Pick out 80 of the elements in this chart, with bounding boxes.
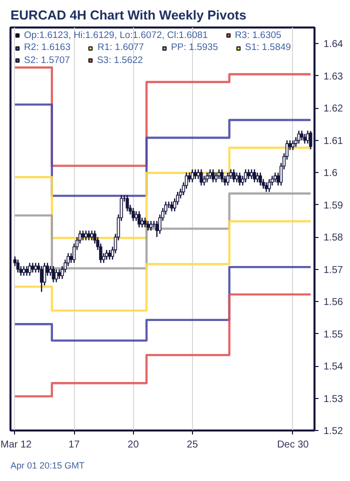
- legend-label: R1: 1.6077: [97, 42, 144, 53]
- candlestick: [105, 249, 108, 260]
- candlestick: [200, 168, 203, 186]
- candlestick: [211, 168, 215, 183]
- candlestick: [31, 262, 34, 274]
- candlestick: [300, 130, 304, 141]
- candlestick: [58, 268, 61, 280]
- candlestick: [84, 230, 88, 241]
- candlestick: [291, 140, 294, 151]
- candlestick: [252, 168, 256, 183]
- candlestick: [217, 168, 221, 180]
- legend-label: S1: 1.5849: [244, 42, 291, 53]
- candlestick: [250, 168, 254, 180]
- y-tick-label: 1.62: [324, 104, 344, 115]
- candlestick: [214, 172, 218, 183]
- candlestick: [235, 172, 238, 183]
- x-tick-label: Dec 30: [277, 440, 310, 450]
- candlestick: [149, 220, 153, 232]
- candlestick: [40, 265, 44, 292]
- y-tick-label: 1.6: [324, 168, 338, 180]
- candlestick: [232, 168, 236, 183]
- candlestick: [140, 217, 144, 228]
- candlestick: [194, 168, 197, 180]
- candlestick: [244, 168, 248, 183]
- candlestick: [52, 265, 55, 283]
- candlestick: [25, 265, 28, 276]
- candlestick: [81, 230, 85, 241]
- candlestick: [258, 172, 262, 186]
- candlestick: [16, 259, 20, 274]
- y-tick-label: 1.63: [324, 71, 344, 82]
- candlestick: [206, 172, 209, 183]
- candlestick: [28, 262, 32, 276]
- candlestick: [303, 133, 306, 144]
- candlestick: [146, 220, 150, 232]
- candlestick: [132, 207, 135, 222]
- x-tick-label: 25: [186, 440, 198, 450]
- candlestick: [246, 168, 250, 180]
- legend-label: R3: 1.6305: [234, 30, 282, 40]
- y-tick-label: 1.61: [324, 136, 344, 147]
- candlestick: [22, 265, 26, 276]
- x-tick-label: 20: [128, 440, 140, 450]
- y-tick-label: 1.55: [324, 329, 344, 340]
- y-tick-label: 1.56: [324, 297, 344, 308]
- legend-label: S2: 1.5707: [24, 54, 70, 66]
- candlestick: [90, 230, 94, 241]
- x-tick-label: 17: [68, 440, 80, 450]
- candlestick: [274, 172, 277, 183]
- candlestick: [226, 172, 230, 186]
- y-tick-label: 1.59: [324, 200, 344, 212]
- candlestick: [143, 217, 147, 228]
- candlestick: [256, 172, 260, 183]
- candlestick: [309, 130, 312, 150]
- candlestick: [208, 168, 212, 180]
- y-tick-label: 1.57: [324, 264, 344, 276]
- y-tick-label: 1.53: [324, 394, 344, 405]
- y-tick-label: 1.54: [324, 362, 344, 373]
- candlestick: [188, 172, 191, 183]
- candlestick: [190, 168, 194, 183]
- candlestick: [268, 178, 271, 193]
- chart-title: EURCAD 4H Chart With Weekly Pivots: [10, 8, 246, 22]
- candlestick: [138, 210, 141, 228]
- x-tick-label: Mar 12: [0, 440, 32, 450]
- legend-label: R2: 1.6163: [24, 42, 70, 53]
- candlestick: [170, 200, 174, 212]
- candlestick: [126, 194, 129, 212]
- y-tick-label: 1.52: [324, 426, 344, 437]
- candlestick: [48, 265, 52, 276]
- text: Apr 01 20:15 GMT: [10, 460, 86, 470]
- candlestick: [108, 249, 112, 260]
- candlestick: [34, 262, 38, 274]
- candlestick: [297, 130, 300, 144]
- candlestick: [54, 268, 58, 283]
- candlestick: [238, 172, 242, 186]
- legend-label: S3: 1.5622: [96, 54, 143, 66]
- y-tick-label: 1.64: [324, 39, 344, 50]
- candlestick: [220, 168, 224, 183]
- y-tick-label: 1.58: [324, 232, 344, 244]
- legend-label: PP: 1.5935: [170, 42, 218, 53]
- candlestick: [264, 182, 268, 193]
- legend-label: Op:1.6123, Hi:1.6129, Lo:1.6072, Cl:1.6081: [24, 30, 208, 40]
